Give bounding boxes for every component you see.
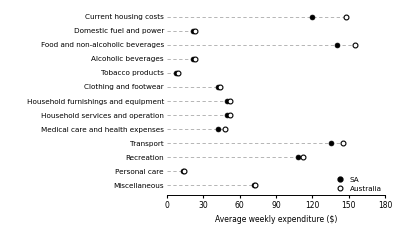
Legend: SA, Australia: SA, Australia (333, 177, 382, 192)
X-axis label: Average weekly expenditure ($): Average weekly expenditure ($) (215, 215, 337, 224)
